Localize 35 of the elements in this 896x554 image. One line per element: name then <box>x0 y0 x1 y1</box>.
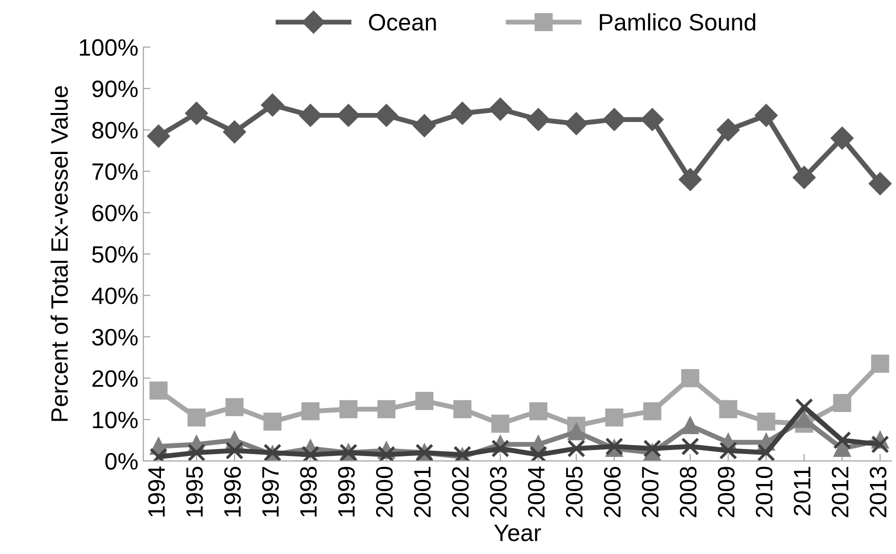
x-tick-label: 2010 <box>756 466 773 518</box>
x-tick-label: 2011 <box>794 466 811 516</box>
y-tick-label: 90% <box>92 80 138 98</box>
y-tick-label: 0% <box>105 452 138 470</box>
x-tick-label: 1995 <box>186 466 203 517</box>
x-tick-label: 2004 <box>528 466 545 518</box>
y-tick-label: 100% <box>80 39 138 56</box>
legend-label: Pamlico Sound <box>600 13 756 31</box>
x-tick-label: 1998 <box>300 466 317 517</box>
x-tick-label: 1994 <box>148 466 165 517</box>
y-tick-label: 40% <box>92 287 138 304</box>
y-tick-label: 80% <box>92 122 138 139</box>
x-tick-label: 1996 <box>224 466 241 517</box>
x-axis-title: Year <box>494 524 541 542</box>
y-tick-label: 50% <box>92 246 138 263</box>
y-tick-label: 10% <box>93 412 138 428</box>
x-tick-label: 2009 <box>718 466 735 518</box>
x-tick-label: 2013 <box>870 466 886 518</box>
x-tick-label: 1999 <box>338 466 355 517</box>
x-tick-label: 2006 <box>604 466 621 518</box>
y-tick-label: 60% <box>92 204 138 222</box>
x-tick-label: 2000 <box>376 466 393 518</box>
x-tick-label: 2001 <box>414 466 431 518</box>
x-tick-label: 2005 <box>566 466 583 518</box>
x-tick-label: 2008 <box>680 466 697 518</box>
x-tick-label: 2012 <box>832 466 848 518</box>
y-tick-label: 30% <box>92 328 138 346</box>
x-tick-label: 2007 <box>642 466 659 518</box>
y-tick-label: 70% <box>92 163 138 180</box>
y-tick-label: 20% <box>92 370 138 387</box>
x-tick-label: 1997 <box>262 466 279 517</box>
x-tick-label: 2003 <box>490 466 507 518</box>
y-axis-title: Percent of Total Ex-vessel Value <box>50 86 68 421</box>
x-tick-label: 2002 <box>452 466 469 518</box>
legend-label: Ocean <box>368 14 436 31</box>
